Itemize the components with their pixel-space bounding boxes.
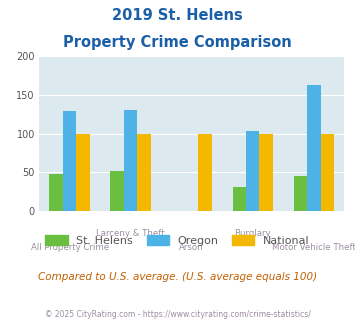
- Bar: [294, 176, 307, 211]
- Text: Burglary: Burglary: [234, 229, 271, 238]
- Bar: [260, 134, 273, 211]
- Text: Arson: Arson: [179, 243, 204, 252]
- Bar: [233, 187, 246, 211]
- Bar: [76, 134, 90, 211]
- Bar: [63, 111, 76, 211]
- Bar: [321, 134, 334, 211]
- Bar: [137, 134, 151, 211]
- Text: Property Crime Comparison: Property Crime Comparison: [63, 35, 292, 50]
- Text: All Property Crime: All Property Crime: [31, 243, 109, 252]
- Text: Motor Vehicle Theft: Motor Vehicle Theft: [272, 243, 355, 252]
- Bar: [246, 131, 260, 211]
- Text: Larceny & Theft: Larceny & Theft: [96, 229, 165, 238]
- Bar: [49, 174, 63, 211]
- Bar: [198, 134, 212, 211]
- Text: © 2025 CityRating.com - https://www.cityrating.com/crime-statistics/: © 2025 CityRating.com - https://www.city…: [45, 310, 310, 319]
- Text: 2019 St. Helens: 2019 St. Helens: [112, 8, 243, 23]
- Bar: [110, 171, 124, 211]
- Bar: [124, 110, 137, 211]
- Bar: [307, 85, 321, 211]
- Legend: St. Helens, Oregon, National: St. Helens, Oregon, National: [45, 235, 310, 246]
- Text: Compared to U.S. average. (U.S. average equals 100): Compared to U.S. average. (U.S. average …: [38, 272, 317, 282]
